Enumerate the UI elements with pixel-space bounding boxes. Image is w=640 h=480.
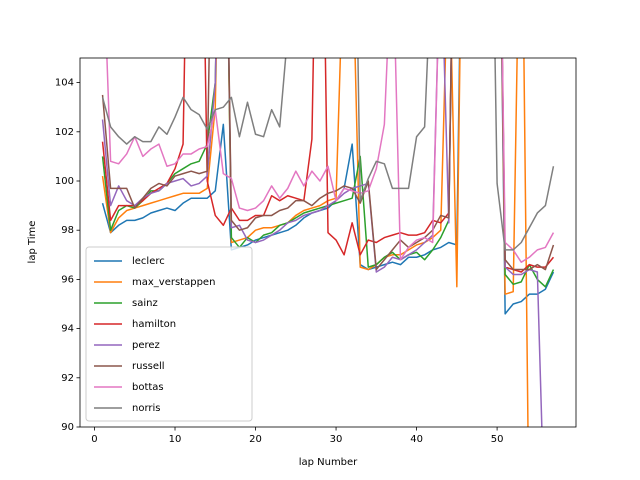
x-tick-label: 30 — [330, 434, 343, 445]
y-tick-label: 102 — [55, 127, 74, 138]
series-line — [101, 58, 555, 251]
series-line — [101, 58, 529, 427]
plot-lines — [101, 58, 555, 427]
legend-label: russell — [132, 361, 165, 372]
legend-frame — [85, 246, 253, 422]
y-tick-label: 96 — [61, 274, 74, 285]
y-tick-label: 100 — [55, 176, 74, 187]
legend-label: bottas — [132, 382, 164, 393]
legend-label: perez — [132, 340, 160, 351]
series-line — [106, 58, 555, 263]
x-tick-label: 50 — [491, 434, 504, 445]
legend-label: hamilton — [132, 319, 176, 330]
axes: 0 10 20 30 40 50 90 92 94 96 98 100 102 104 — [55, 78, 504, 445]
y-tick-label: 94 — [61, 324, 74, 335]
x-axis-label: lap Number — [299, 457, 358, 468]
plot-frame — [79, 57, 577, 428]
y-axis-label: lap Time — [27, 221, 38, 264]
y-tick-label: 104 — [55, 78, 74, 89]
legend-label: sainz — [132, 298, 158, 309]
y-tick-label: 98 — [61, 225, 74, 236]
series-line — [101, 58, 543, 427]
y-tick-label: 90 — [61, 422, 74, 433]
x-tick-label: 40 — [410, 434, 423, 445]
legend-label: max_verstappen — [132, 277, 215, 288]
series-line — [101, 58, 555, 271]
y-tick-label: 92 — [61, 373, 74, 384]
legend-label: leclerc — [132, 256, 165, 267]
x-tick-label: 0 — [91, 434, 97, 445]
x-tick-label: 20 — [249, 434, 262, 445]
x-tick-label: 10 — [169, 434, 182, 445]
legend-label: norris — [132, 403, 161, 414]
